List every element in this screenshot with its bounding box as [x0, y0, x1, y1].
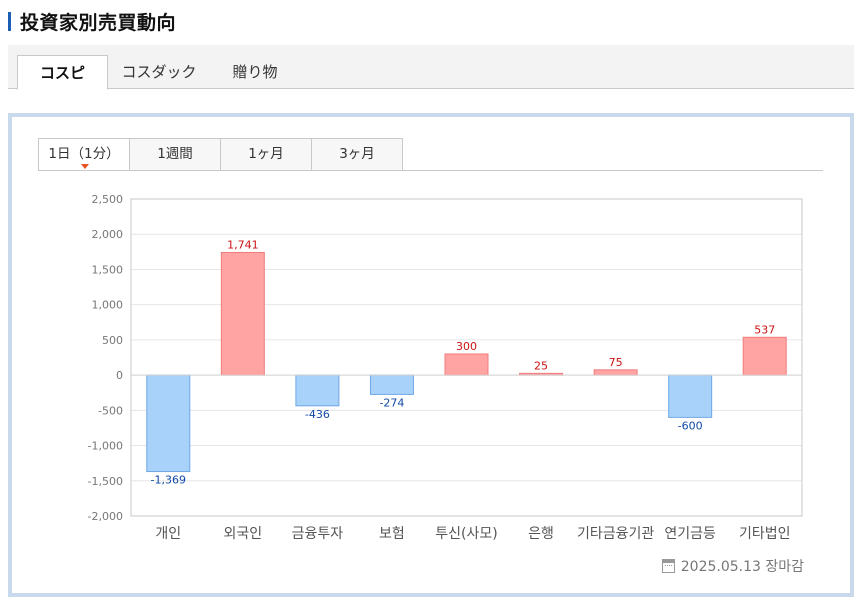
active-tab-caret-icon [81, 164, 89, 169]
y-tick-label: -500 [98, 404, 123, 417]
title-accent-bar [8, 11, 11, 31]
y-tick-label: 1,500 [92, 263, 124, 276]
chart-bar [295, 374, 340, 407]
tab-kosdaq[interactable]: コスダック [121, 63, 197, 81]
y-tick-label: 2,000 [92, 228, 124, 241]
chart-bar [593, 369, 638, 376]
market-close-date: 2025.05.13 장마감 [680, 559, 804, 575]
x-category-label: 연기금등 [664, 526, 716, 542]
x-category-label: 투신(사모) [435, 526, 497, 542]
chart-bar [369, 374, 414, 395]
y-tick-label: 500 [102, 334, 123, 347]
y-tick-label: 2,500 [92, 193, 124, 206]
market-close-footer: 2025.05.13 장마감 [661, 556, 804, 576]
tab-period-1month[interactable]: 1ヶ月 [220, 138, 312, 171]
bar-value-label: 25 [534, 359, 548, 372]
y-tick-label: -1,500 [88, 475, 123, 488]
y-tick-label: 1,000 [92, 299, 124, 312]
tab-gift[interactable]: 贈り物 [232, 63, 278, 81]
y-tick-label: 0 [116, 369, 123, 382]
x-category-label: 보험 [379, 526, 405, 542]
bar-value-label: 300 [456, 340, 477, 353]
page-header: 投資家別売買動向 [8, 6, 176, 36]
tab-kospi[interactable]: コスピ [17, 55, 108, 90]
y-tick-label: -1,000 [88, 440, 123, 453]
x-category-label: 기타법인 [739, 526, 791, 542]
bar-value-label: -274 [379, 396, 404, 409]
bar-value-label: -600 [678, 419, 703, 432]
chart-bar [220, 251, 265, 376]
chart-bar [668, 374, 713, 418]
page-title: 投資家別売買動向 [20, 11, 177, 34]
chart-bar [146, 374, 191, 473]
x-category-label: 기타금융기관 [577, 526, 654, 542]
chart-bar [742, 336, 787, 376]
x-category-label: 은행 [528, 526, 554, 542]
calendar-icon [661, 559, 675, 573]
bar-value-label: -1,369 [151, 474, 186, 487]
chart-bar [444, 353, 489, 376]
bar-value-label: 537 [754, 323, 775, 336]
period-tab-underline [38, 170, 823, 171]
bar-value-label: -436 [305, 408, 330, 421]
bar-value-label: 75 [609, 356, 623, 369]
x-category-label: 개인 [155, 526, 181, 542]
x-category-label: 금융투자 [292, 526, 344, 542]
market-tab-bar: コスピ コスダック 贈り物 [8, 45, 854, 90]
plot-frame [130, 198, 803, 517]
x-category-label: 외국인 [224, 526, 263, 542]
y-tick-label: -2,000 [88, 510, 123, 523]
bar-value-label: 1,741 [227, 238, 259, 251]
